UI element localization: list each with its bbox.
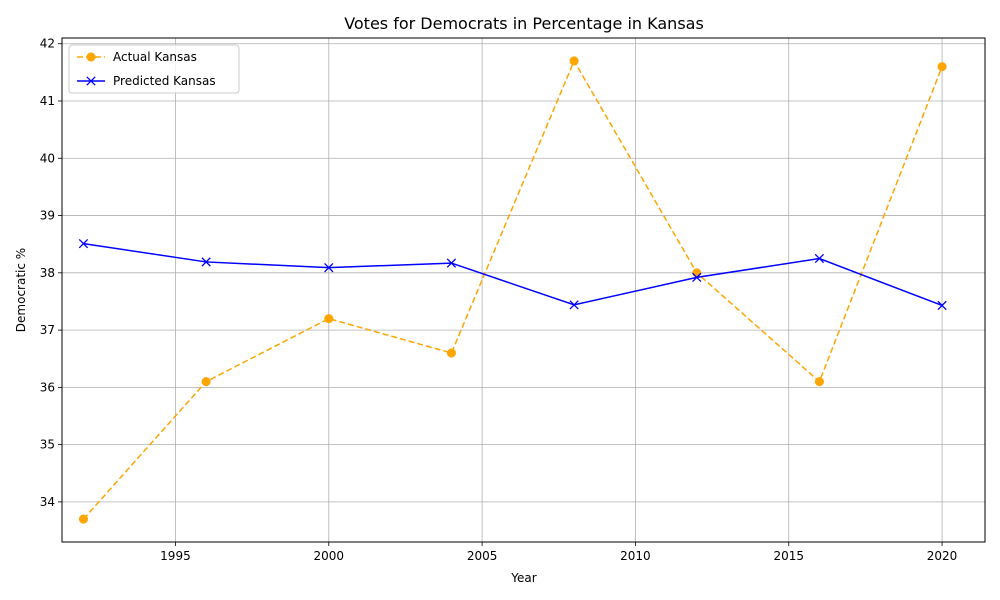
y-tick-label: 35 (40, 438, 55, 452)
y-tick-label: 37 (40, 323, 55, 337)
y-axis-label: Democratic % (14, 248, 28, 332)
series-1 (78, 238, 947, 311)
series-line (83, 242, 943, 307)
data-point-marker (692, 272, 702, 283)
y-tick-label: 42 (40, 37, 55, 51)
y-tick-label: 41 (40, 94, 55, 108)
series-line (82, 59, 943, 520)
series-0 (78, 56, 947, 524)
data-point-marker (446, 258, 457, 268)
data-point-marker (446, 348, 456, 358)
data-point-marker (569, 56, 579, 66)
x-tick-label: 2005 (467, 549, 498, 563)
x-tick-label: 1995 (160, 549, 191, 563)
data-point-marker (78, 514, 89, 524)
x-axis-ticks: 1995 2000 2005 2010 2015 2020 (160, 542, 957, 563)
data-point-marker (937, 62, 947, 72)
series-layer (78, 56, 947, 524)
data-point-marker (324, 263, 334, 273)
data-point-marker (324, 314, 334, 324)
legend-label: Predicted Kansas (113, 74, 216, 88)
data-point-marker (814, 253, 825, 264)
data-point-marker (814, 377, 824, 387)
x-tick-label: 2000 (314, 549, 345, 563)
x-axis-label: Year (510, 571, 536, 585)
y-tick-label: 39 (40, 209, 55, 223)
legend-box (68, 44, 240, 94)
data-point-marker (201, 257, 211, 267)
legend-marker (86, 76, 96, 86)
y-tick-label: 34 (40, 495, 55, 509)
data-point-marker (569, 300, 579, 310)
legend: Actual Kansas Predicted Kansas (68, 44, 240, 94)
chart-title: Votes for Democrats in Percentage in Kan… (344, 14, 704, 33)
y-tick-label: 40 (40, 151, 55, 165)
grid-lines (62, 38, 985, 542)
data-point-marker (692, 268, 702, 278)
x-tick-label: 2010 (620, 549, 651, 563)
x-tick-label: 2015 (773, 549, 804, 563)
legend-label: Actual Kansas (113, 50, 197, 64)
data-point-marker (78, 238, 89, 249)
plot-frame (61, 37, 986, 543)
data-point-marker (937, 300, 947, 311)
x-tick-label: 2020 (927, 549, 958, 563)
y-tick-label: 38 (40, 266, 55, 280)
data-point-marker (201, 377, 211, 387)
y-tick-label: 36 (40, 380, 55, 394)
y-axis-ticks: 34 35 36 37 38 39 40 41 42 (40, 37, 62, 509)
legend-marker (86, 52, 96, 62)
